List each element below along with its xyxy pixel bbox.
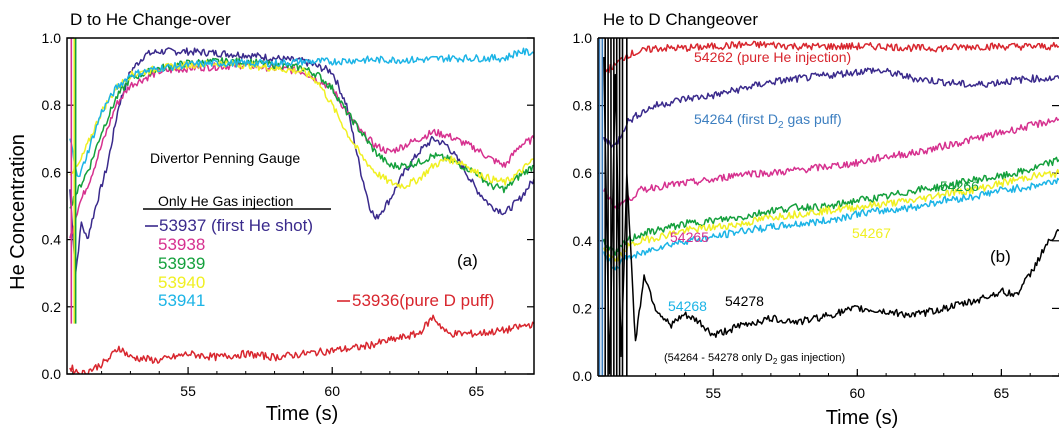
panel-b-annotation-prefix: (54264 - 54278 only D (664, 352, 773, 364)
panel-a-y-tick-label-1: 0.2 (42, 299, 62, 315)
panel-b-series-1 (603, 67, 1059, 149)
panel-a-y-tick-label-2: 0.4 (42, 232, 62, 248)
legend-label-53937: 53937 (first He shot) (159, 216, 313, 235)
panel-b-y-tick-label-3: 0.6 (573, 165, 593, 181)
panel-a-y-tick-label-0: 0.0 (42, 366, 62, 382)
panel-a-y-tick-label-3: 0.6 (42, 164, 62, 180)
panel-b-axis-ticks: 55 60 65 0.0 0.2 0.4 0.6 0.8 1.0 (573, 30, 1059, 401)
panel-a-annotation-penning: Divertor Penning Gauge (150, 150, 300, 166)
panel-a-x-tick-label-65: 65 (469, 383, 485, 399)
panel-b-x-axis-label: Time (s) (826, 407, 899, 429)
panel-b-x-tick-label-65: 65 (994, 385, 1010, 401)
panel-b: He to D Changeover Time (s) 55 60 65 0.0 0.2… (573, 10, 1059, 429)
panel-a-series-5 (69, 314, 534, 374)
panel-a-annotation-only-he: Only He Gas injection (158, 193, 293, 209)
panel-a-series-0 (69, 47, 534, 275)
legend-label-53940: 53940 (158, 273, 205, 292)
panel-b-y-tick-label-2: 0.4 (573, 233, 593, 249)
panel-a-y-tick-label-5: 1.0 (42, 30, 62, 46)
panel-b-annotation-suffix: gas injection) (777, 352, 845, 364)
label-54264-sub: 2 (778, 120, 784, 131)
label-54264: 54264 (first D2 gas puff) (694, 111, 842, 131)
panel-b-annotation-d2: (54264 - 54278 only D2 gas injection) (664, 352, 845, 366)
panel-b-x-tick-label-60: 60 (850, 385, 866, 401)
panel-b-series-3 (603, 156, 1059, 256)
panel-b-series-2 (603, 116, 1059, 210)
panel-a: D to He Change-over He Concentration Tim… (7, 10, 535, 425)
panel-b-label: (b) (990, 247, 1011, 266)
panel-a-x-tick-label-55: 55 (180, 383, 196, 399)
panel-a-y-axis-label: He Concentration (7, 134, 29, 290)
panel-b-x-tick-label-55: 55 (705, 385, 721, 401)
legend-label-53938: 53938 (158, 235, 205, 254)
panel-b-y-tick-label-0: 0.0 (573, 368, 593, 384)
label-54264-suffix: gas puff) (784, 111, 842, 127)
panel-a-frame (66, 37, 535, 375)
panel-a-x-axis-label: Time (s) (266, 403, 339, 425)
panel-b-y-tick-label-4: 0.8 (573, 98, 593, 114)
label-54278: 54278 (725, 293, 764, 309)
panel-b-annotation-sub: 2 (773, 357, 778, 366)
label-54265: 54265 (670, 229, 709, 245)
label-54264-prefix: 54264 (first D (694, 111, 778, 127)
panel-a-title: D to He Change-over (70, 10, 231, 29)
legend-label-53941: 53941 (158, 291, 205, 310)
panel-a-series-1 (69, 61, 534, 239)
panel-b-series-0 (603, 40, 1059, 74)
panel-b-series-6 (603, 56, 1059, 375)
label-54262: 54262 (pure He injection) (694, 49, 851, 65)
panel-a-y-tick-label-4: 0.8 (42, 97, 62, 113)
panel-b-series-5 (603, 177, 1059, 271)
label-54267: 54267 (852, 225, 891, 241)
panel-a-x-tick-label-60: 60 (324, 383, 340, 399)
panel-b-title: He to D Changeover (603, 10, 758, 29)
panel-b-y-tick-label-1: 0.2 (573, 300, 593, 316)
label-54266: 54266 (940, 178, 979, 194)
panel-a-series (69, 38, 534, 374)
panel-a-legend: 53937 (first He shot) 53938 53939 53940 … (145, 216, 494, 310)
panel-b-series-4 (603, 168, 1059, 262)
legend-label-53936: 53936(pure D puff) (352, 291, 494, 310)
panel-a-label: (a) (457, 251, 478, 270)
legend-label-53939: 53939 (158, 254, 205, 273)
panel-b-y-tick-label-5: 1.0 (573, 30, 593, 46)
panel-a-series-4 (69, 47, 534, 178)
label-54268: 54268 (668, 298, 707, 314)
panel-b-series (598, 38, 1059, 376)
